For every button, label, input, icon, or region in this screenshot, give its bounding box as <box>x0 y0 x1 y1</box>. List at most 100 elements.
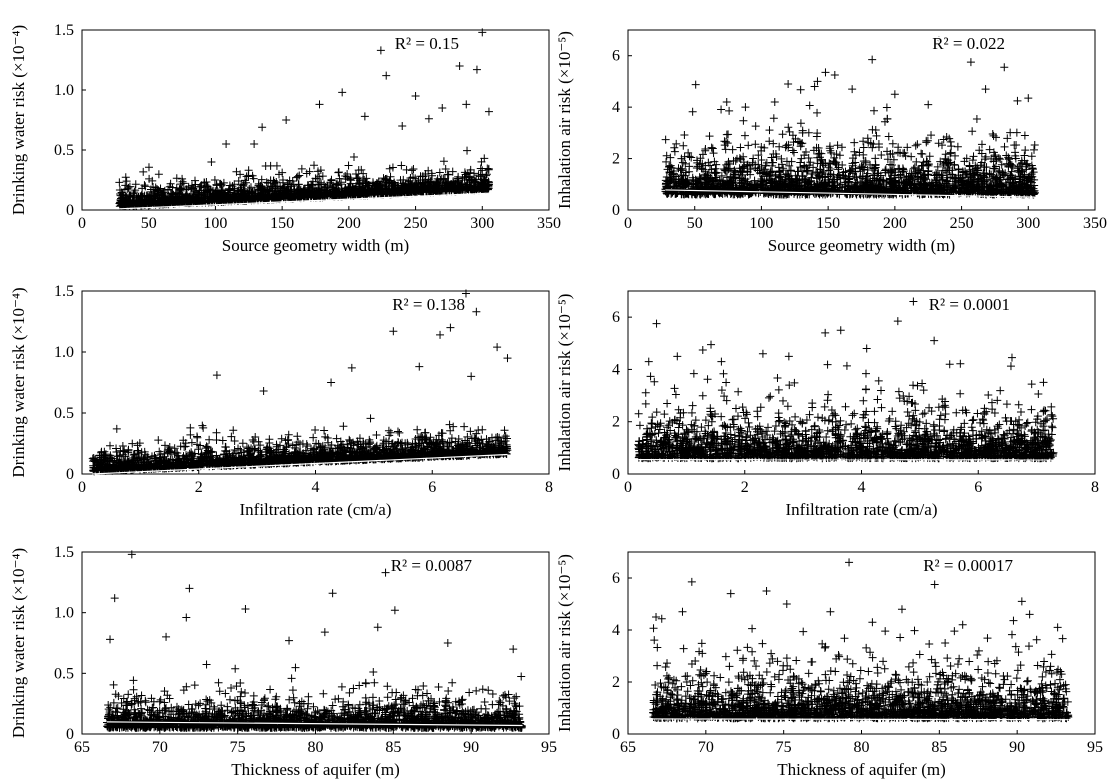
y-tick-label: 1.0 <box>54 82 74 99</box>
scatter-point <box>709 149 718 158</box>
scatter-point <box>402 165 411 174</box>
x-tick-label: 100 <box>203 215 227 232</box>
scatter-point <box>691 80 700 89</box>
scatter-point <box>670 143 679 152</box>
scatter-point-outlier <box>207 158 216 166</box>
scatter-point <box>847 165 856 174</box>
scatter-point <box>889 155 898 164</box>
x-tick-label: 300 <box>470 215 494 232</box>
scatter-point <box>917 149 926 158</box>
scatter-point-outlier <box>338 88 347 97</box>
scatter-point-outlier <box>741 103 750 112</box>
scatter-point <box>154 170 163 179</box>
y-tick-label: 1.5 <box>54 22 74 39</box>
scatter-point <box>798 128 807 137</box>
x-tick-label: 100 <box>749 215 773 232</box>
x-axis-title: Source geometry width (m) <box>222 236 409 255</box>
scatter-point <box>1021 146 1030 155</box>
scatter-points <box>661 36 1039 199</box>
scatter-point <box>172 174 181 183</box>
scatter-point <box>739 116 748 125</box>
scatter-point <box>968 127 977 136</box>
scatter-point <box>785 127 794 136</box>
x-axis-title: Source geometry width (m) <box>768 236 955 255</box>
scatter-point-outlier <box>784 80 793 88</box>
scatter-point <box>1020 131 1029 140</box>
scatter-point <box>813 108 822 117</box>
scatter-point-outlier <box>770 98 779 106</box>
scatter-point <box>912 157 921 166</box>
scatter-point <box>661 135 670 144</box>
y-tick-label: 1.0 <box>54 344 74 361</box>
scatter-point <box>1013 96 1022 105</box>
scatter-point-outlier <box>848 85 857 94</box>
y-axis-title: Inhalation air risk (×10⁻⁵) <box>555 31 574 209</box>
scatter-point <box>725 106 734 115</box>
scatter-point <box>346 176 355 185</box>
y-tick-label: 0 <box>66 466 74 483</box>
scatter-point-outlier <box>411 92 420 100</box>
x-tick-label: 200 <box>883 215 907 232</box>
scatter-point <box>765 126 774 135</box>
scatter-point <box>407 166 416 175</box>
scatter-point-outlier <box>455 62 464 70</box>
scatter-point <box>950 160 959 169</box>
x-tick-label: 50 <box>687 215 703 232</box>
scatter-point <box>679 141 688 150</box>
scatter-point <box>413 425 422 434</box>
scatter-point <box>938 141 946 150</box>
x-tick-label: 8 <box>545 479 553 496</box>
scatter-point <box>344 161 353 170</box>
x-tick-label: 0 <box>624 215 632 232</box>
scatter-point-outlier <box>1000 63 1009 72</box>
scatter-point <box>894 143 903 152</box>
scatter-point-outlier <box>282 116 291 124</box>
scatter-point <box>813 129 822 138</box>
scatter-point <box>349 152 358 161</box>
scatter-point-outlier <box>222 140 231 148</box>
scatter-point <box>946 149 955 158</box>
scatter-point <box>769 114 778 123</box>
x-tick-label: 150 <box>270 215 294 232</box>
scatter-point <box>766 167 775 176</box>
y-tick-label: 0.5 <box>54 405 74 422</box>
plot-frame <box>81 29 550 211</box>
scatter-point <box>334 168 343 177</box>
scatter-point-outlier <box>250 140 259 148</box>
scatter-point <box>784 123 793 132</box>
scatter-point-outlier <box>462 100 471 109</box>
scatter-point <box>882 103 891 112</box>
scatter-point <box>1030 141 1039 150</box>
x-tick-label: 350 <box>537 215 561 232</box>
scatter-point <box>705 132 714 141</box>
y-axis-title: Drinking water risk (×10⁻⁴) <box>9 287 28 477</box>
scatter-point <box>887 161 896 170</box>
scatter-point <box>315 172 324 181</box>
scatter-point <box>870 106 879 115</box>
scatter-point <box>397 161 406 170</box>
scatter-point <box>1012 141 1021 150</box>
y-tick-label: 0 <box>612 202 620 219</box>
scatter-point <box>868 125 877 134</box>
scatter-point <box>144 163 153 172</box>
scatter-point <box>121 173 130 182</box>
scatter-point <box>736 143 745 152</box>
scatter-point <box>688 107 697 116</box>
x-tick-label: 150 <box>816 215 840 232</box>
scatter-point <box>717 105 726 114</box>
scatter-point <box>805 101 814 110</box>
y-tick-label: 6 <box>612 48 620 65</box>
scatter-point <box>439 157 448 166</box>
x-tick-label: 0 <box>78 215 86 232</box>
x-tick-label: 6 <box>428 479 436 496</box>
scatter-point-outlier <box>722 98 731 106</box>
scatter-points <box>88 289 512 476</box>
scatter-point <box>708 144 717 153</box>
scatter-point-outlier <box>868 55 877 64</box>
scatter-point-outlier <box>438 104 447 112</box>
scatter-point <box>672 139 681 148</box>
scatter-point-outlier <box>382 71 391 80</box>
